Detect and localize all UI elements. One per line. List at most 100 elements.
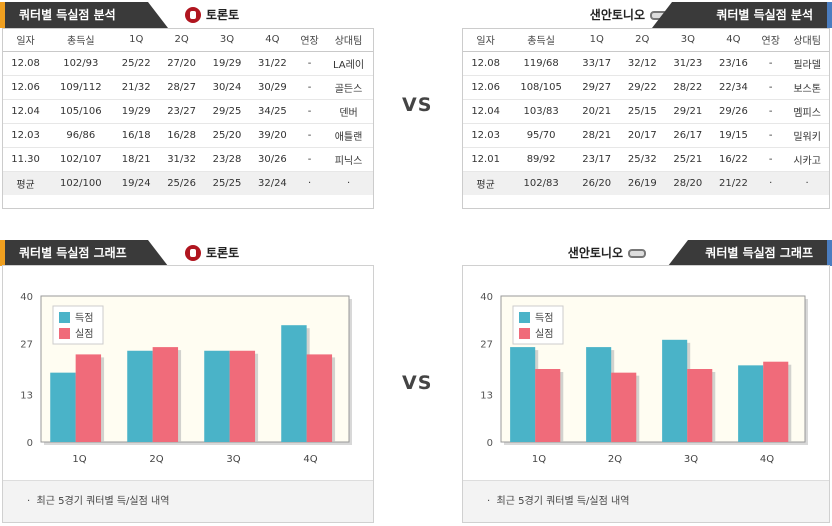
table-cell: - (756, 99, 786, 124)
table-header-7: 상대팀 (324, 29, 373, 52)
x-tick-label: 1Q (72, 454, 86, 465)
table-cell: 26/17 (665, 123, 711, 148)
table-header-7: 상대팀 (785, 29, 829, 52)
table-cell: 평균 (3, 171, 49, 195)
y-tick-label: 27 (20, 339, 33, 350)
table-row: 12.03 96/86 16/18 16/28 25/20 39/20- 애틀랜 (3, 123, 373, 148)
x-tick-label: 1Q (532, 454, 546, 465)
y-tick-label: 0 (27, 438, 33, 449)
table-header-4: 3Q (204, 29, 250, 52)
bar-scored (127, 350, 153, 442)
team-label-left-graph: 토론토 (185, 240, 239, 266)
chart-panel-right: 40 27 13 0 1Q 2Q 3Q 4Q 득점 실점 · 최근 5경기 쿼터별 득/실점 내역 (462, 265, 830, 523)
x-tick-label: 2Q (149, 454, 163, 465)
legend-swatch (59, 328, 70, 339)
bar-allowed (229, 350, 256, 442)
legend-label: 실점 (75, 328, 93, 340)
x-tick-label: 4Q (303, 454, 317, 465)
table-header-6: 연장 (756, 29, 786, 52)
table-header-5: 4Q (710, 29, 757, 52)
table-cell: 29/25 (204, 99, 250, 124)
table-row: 12.08 102/93 25/22 27/20 19/29 31/22- LA레이 (3, 51, 373, 76)
bar-scored (510, 347, 536, 442)
table-cell: 12.03 (3, 123, 49, 148)
y-tick-label: 40 (480, 292, 493, 303)
bar-allowed (75, 354, 102, 442)
table-cell: 33/17 (573, 51, 620, 76)
table-cell: 16/28 (158, 123, 205, 148)
table-cell: 12.04 (463, 99, 509, 124)
table-cell: 20/17 (619, 123, 666, 148)
bar-scored (662, 339, 688, 442)
table-cell: 필라델 (785, 51, 829, 76)
tab-quarter-analysis-right: 쿼터별 득실점 분석 (652, 2, 832, 28)
legend-swatch (59, 312, 70, 323)
table-cell: 21/22 (710, 171, 757, 195)
table-header-6: 연장 (295, 29, 325, 52)
raptors-logo-icon (185, 7, 201, 23)
table-cell: 29/22 (619, 75, 666, 100)
table-cell: 22/34 (710, 75, 757, 100)
legend-label: 득점 (75, 312, 93, 324)
table-cell: 25/21 (665, 147, 711, 172)
table-cell: 18/21 (113, 147, 159, 172)
footnote-right-text: 최근 5경기 쿼터별 득/실점 내역 (496, 496, 630, 507)
table-cell: 30/26 (249, 147, 296, 172)
table-cell: 102/93 (48, 51, 114, 76)
table-cell: - (756, 51, 786, 76)
table-cell: - (756, 75, 786, 100)
table-cell: 25/20 (204, 123, 250, 148)
table-cell: · (785, 171, 829, 195)
table-cell: 25/26 (158, 171, 205, 195)
table-header-2: 1Q (573, 29, 620, 52)
legend-swatch (519, 312, 530, 323)
table-cell: 30/29 (249, 75, 296, 100)
bar-scored (204, 350, 230, 442)
table-cell: 103/83 (508, 99, 574, 124)
stats-table-left: 일자 총득실 1Q 2Q 3Q 4Q 연장 상대팀 12.08 102/93 25/22 27/20 1… (2, 28, 374, 209)
table-cell: · (756, 171, 786, 195)
table-cell: 28/27 (158, 75, 205, 100)
team-label-right-graph: 샌안토니오 (568, 240, 646, 266)
footnote-left-text: 최근 5경기 쿼터별 득/실점 내역 (36, 496, 170, 507)
table-cell: 보스톤 (785, 75, 829, 100)
x-tick-label: 3Q (226, 454, 240, 465)
y-tick-label: 27 (480, 339, 493, 350)
bar-scored (281, 325, 307, 442)
table-cell: 29/21 (665, 99, 711, 124)
tab-quarter-analysis-left: 쿼터별 득실점 분석 (0, 2, 168, 28)
table-cell: 29/26 (710, 99, 757, 124)
bar-allowed (611, 372, 637, 442)
table-cell: · (295, 171, 325, 195)
y-tick-label: 40 (20, 292, 33, 303)
table-cell: - (295, 147, 325, 172)
table-cell: 27/20 (158, 51, 205, 76)
table-cell: 20/21 (573, 99, 620, 124)
table-cell: 89/92 (508, 147, 574, 172)
table-cell: 31/22 (249, 51, 296, 76)
team-name-right-graph: 샌안토니오 (567, 246, 623, 260)
team-name-right: 샌안토니오 (589, 8, 645, 22)
x-tick-label: 4Q (760, 454, 774, 465)
table-cell: 34/25 (249, 99, 296, 124)
table-cell: 109/112 (48, 75, 114, 100)
table-cell: 25/22 (113, 51, 159, 76)
table-cell: 31/32 (158, 147, 205, 172)
footnote-right: · 최근 5경기 쿼터별 득/실점 내역 (463, 480, 829, 522)
table-cell: 12.01 (463, 147, 509, 172)
table-cell: 23/28 (204, 147, 250, 172)
bar-scored (738, 365, 764, 442)
table-row: 12.08 119/68 33/17 32/12 31/23 23/16- 필라델 (463, 51, 829, 76)
table-cell: 12.08 (463, 51, 509, 76)
bar-allowed (763, 361, 789, 442)
table-cell: 108/105 (508, 75, 574, 100)
table-header-0: 일자 (3, 29, 49, 52)
table-header-1: 총득실 (508, 29, 574, 52)
table-cell: 덴버 (324, 99, 373, 124)
table-cell: 멤피스 (785, 99, 829, 124)
table-cell: 19/24 (113, 171, 159, 195)
table-cell: 102/100 (48, 171, 114, 195)
table-cell: - (756, 147, 786, 172)
table-row: 12.06 108/105 29/27 29/22 28/22 22/34- 보스톤 (463, 75, 829, 100)
table-cell: - (295, 99, 325, 124)
